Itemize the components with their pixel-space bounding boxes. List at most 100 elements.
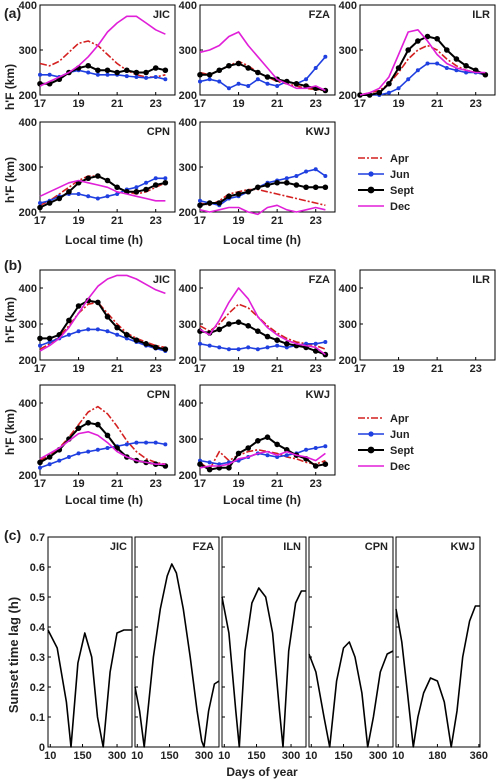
y-tick-label: 300	[19, 45, 37, 57]
series-dec-line	[39, 15, 166, 87]
series-jun-point	[323, 174, 328, 178]
y-tick-label: 300	[179, 162, 197, 174]
series-sept-point	[255, 69, 261, 76]
axes-frame	[395, 536, 481, 748]
series-jun-point	[304, 77, 309, 82]
panel-c-label: (c)	[4, 527, 21, 543]
legend-label-sept: Sept	[390, 445, 414, 457]
series-jun-point	[163, 176, 168, 181]
series-sept-point	[123, 332, 130, 338]
series-sept-point	[104, 314, 111, 320]
series-sept-point	[283, 447, 290, 453]
series-sept-point	[37, 459, 43, 466]
y-tick-label: 400	[19, 283, 37, 295]
series-jun-point	[313, 341, 318, 346]
series-sept-point	[114, 324, 120, 331]
series-jun-point	[284, 176, 289, 181]
y-tick-label: 200	[19, 90, 37, 102]
panel-b-ylabel-bottom: h'F (km)	[3, 409, 17, 455]
legend-b: Apr Jun Sept Dec	[358, 413, 414, 473]
subplot-c-fza: 10 150 300 FZA	[131, 536, 220, 762]
axes-frame	[47, 536, 133, 748]
series-sept-point	[453, 56, 460, 62]
legend-label-dec: Dec	[390, 201, 410, 213]
series-sept-point	[264, 74, 271, 80]
subplot-c-cpn: 10 150 300 CPN	[305, 536, 394, 762]
series-sept-point	[46, 335, 53, 342]
series-sept-point	[143, 341, 149, 347]
panel-a-xlabel-right: Local time (h)	[223, 233, 301, 247]
y-tick-label: 200	[179, 90, 197, 102]
y-tick-label: 0.1	[30, 712, 45, 724]
x-tick-label: 23	[150, 478, 162, 490]
station-label: FZA	[309, 274, 330, 286]
y-tick-label: 0.7	[30, 532, 45, 544]
axes-frame	[221, 536, 307, 748]
x-tick-label: 10	[305, 750, 317, 762]
x-tick-label: 300	[108, 750, 126, 762]
series-sept-point	[37, 335, 43, 342]
series-jun-point	[153, 176, 158, 181]
x-tick-label: 150	[160, 750, 178, 762]
y-tick-label: 300	[19, 319, 37, 331]
series-sept-point	[104, 177, 111, 184]
x-tick-label: 23	[310, 98, 322, 110]
series-jun-point	[207, 77, 212, 82]
y-tick-label: 400	[339, 283, 357, 295]
series-jun-point	[105, 446, 110, 450]
series-sept-point	[264, 333, 271, 340]
series-sept-point	[216, 200, 223, 206]
axes-frame	[308, 536, 394, 748]
y-tick-label: 400	[19, 117, 37, 129]
series-sept-point	[463, 62, 469, 69]
series-sept-point	[104, 432, 111, 439]
series-jun-point	[47, 462, 52, 467]
y-tick-label: 400	[179, 0, 197, 12]
series-jun-point	[246, 84, 251, 88]
series-sept-point	[133, 337, 140, 344]
series-sept-point	[322, 184, 329, 191]
series-sept-point	[312, 348, 319, 354]
series-jun-point	[236, 81, 241, 86]
series-sept-point	[206, 466, 213, 473]
y-tick-label: 300	[19, 434, 37, 446]
series-jun-point	[57, 458, 62, 463]
x-tick-label: 23	[150, 98, 162, 110]
series-jun-point	[86, 449, 91, 454]
x-tick-label: 19	[72, 478, 84, 490]
series-sept-point	[95, 173, 101, 179]
series-jun-point	[115, 332, 120, 337]
x-tick-label: 17	[194, 215, 206, 227]
series-sept-point	[143, 69, 149, 76]
panel-b-xlabel-left: Local time (h)	[65, 493, 143, 507]
series-dec-line	[39, 179, 166, 202]
series-jun-point	[38, 465, 42, 470]
station-label: CPN	[365, 541, 388, 553]
legend-label-jun: Jun	[390, 429, 410, 441]
series-jun-point	[265, 453, 270, 458]
x-tick-label: 10	[131, 750, 143, 762]
panel-c-xlabel: Days of year	[226, 765, 298, 779]
series-sept-point	[312, 184, 319, 191]
series-sept-point	[162, 346, 169, 353]
y-tick-label: 0.3	[30, 652, 45, 664]
series-sept-point	[415, 38, 421, 44]
series-jun-point	[454, 68, 459, 73]
station-label: JIC	[153, 274, 170, 286]
series-sept-point	[235, 60, 242, 67]
series-jun-point	[134, 440, 139, 445]
series-sept-point	[482, 71, 489, 78]
panel-a-ylabel-bottom: h'F (km)	[3, 157, 17, 203]
x-tick-label: 23	[150, 363, 162, 375]
series-sept-point	[235, 191, 242, 197]
series-jun-point	[76, 192, 81, 196]
series-sept-point	[46, 200, 53, 206]
series-jun-point	[198, 341, 202, 346]
subplot-a-fza: 17 19 21 23 200 300 400 FZA	[179, 0, 336, 110]
series-sept-point	[245, 188, 252, 195]
series-sept-point	[95, 421, 101, 428]
series-sept-point	[162, 67, 169, 74]
series-jun-point	[207, 460, 212, 465]
x-tick-label: 180	[428, 750, 446, 762]
series-sept-point	[85, 62, 92, 69]
